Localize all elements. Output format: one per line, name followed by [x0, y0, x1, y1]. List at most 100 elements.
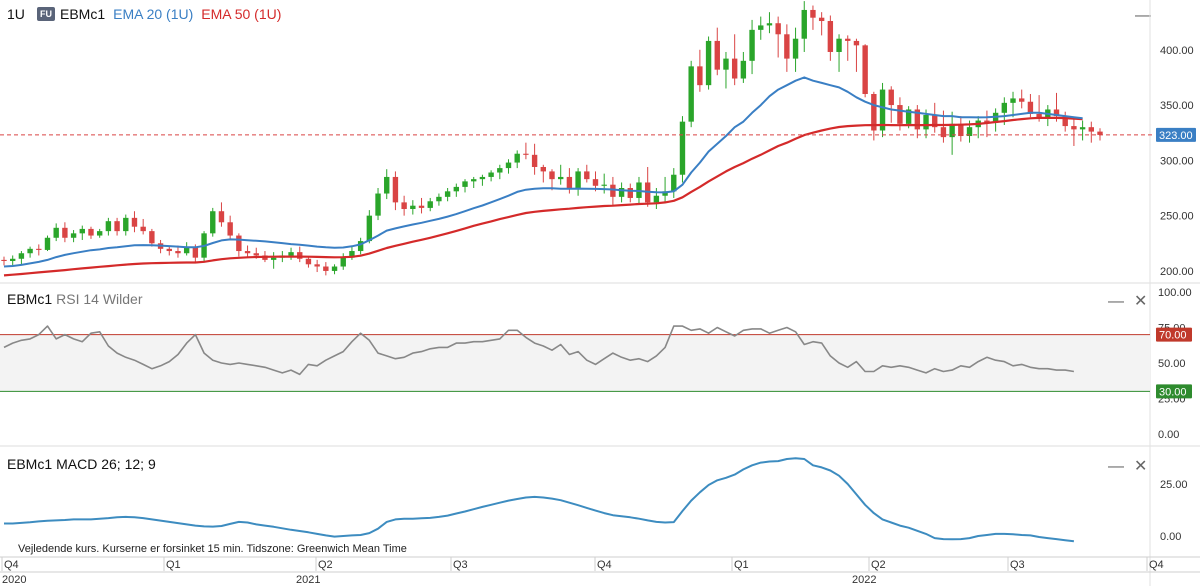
- candle: [410, 205, 416, 210]
- candle: [897, 105, 903, 124]
- candle: [940, 127, 947, 138]
- candle: [96, 231, 103, 236]
- candle: [314, 264, 320, 267]
- candle: [662, 191, 668, 196]
- rsi-level-tag-label: 70.00: [1159, 330, 1187, 342]
- candle: [253, 253, 259, 256]
- candle: [1079, 127, 1086, 130]
- symbol-label[interactable]: EBMc1: [60, 6, 106, 22]
- macd-symbol: EBMc1: [7, 456, 53, 472]
- candle: [749, 29, 755, 61]
- price-y-tick: 400.00: [1160, 45, 1194, 57]
- candle: [601, 184, 607, 186]
- price-y-tick: 350.00: [1160, 100, 1194, 112]
- candle: [297, 252, 303, 259]
- macd-close-icon[interactable]: ✕: [1134, 458, 1148, 475]
- price-y-tick: 250.00: [1160, 211, 1194, 223]
- candle: [140, 226, 146, 232]
- candle: [845, 38, 851, 41]
- candle: [627, 188, 633, 198]
- rsi-y-tick: 100.00: [1158, 287, 1192, 299]
- candle: [792, 38, 799, 59]
- ema20-line: [3, 76, 1083, 268]
- candle: [114, 221, 120, 232]
- x-quarter-label: Q3: [1010, 559, 1025, 571]
- candle: [549, 171, 555, 180]
- candle: [1010, 98, 1016, 103]
- candle: [914, 109, 921, 130]
- candle: [514, 153, 520, 163]
- candle: [471, 179, 477, 182]
- rsi-y-tick: 50.00: [1158, 358, 1186, 370]
- candle: [1027, 101, 1034, 114]
- candle: [523, 153, 529, 155]
- candle: [1071, 126, 1077, 130]
- candle: [1019, 98, 1025, 102]
- candle: [244, 251, 251, 254]
- x-quarter-label: Q4: [597, 559, 612, 571]
- candle: [1053, 109, 1060, 117]
- candle: [714, 40, 720, 70]
- candle: [270, 257, 277, 260]
- rsi-minimize-icon[interactable]: —: [1108, 293, 1124, 310]
- candle: [488, 172, 494, 177]
- candle: [758, 25, 764, 30]
- candle: [775, 23, 781, 35]
- candle: [331, 266, 338, 271]
- candle: [418, 205, 425, 208]
- last-price-tag: [1156, 127, 1196, 142]
- macd-minimize-icon[interactable]: —: [1108, 458, 1124, 475]
- candle: [810, 9, 816, 18]
- candle: [679, 121, 686, 175]
- candle: [79, 228, 85, 234]
- candle: [966, 127, 973, 137]
- ema50-line: [3, 116, 1083, 277]
- candle: [540, 166, 546, 172]
- candle: [479, 176, 486, 180]
- candle: [784, 34, 790, 59]
- x-quarter-label: Q4: [4, 559, 19, 571]
- candle: [836, 38, 842, 52]
- rsi-band: [0, 334, 1150, 392]
- x-quarter-label: Q2: [318, 559, 333, 571]
- rsi-close-icon[interactable]: ✕: [1134, 293, 1148, 310]
- ema50-legend[interactable]: EMA 50 (1U): [201, 6, 282, 22]
- candle: [531, 154, 538, 167]
- price-y-tick: 300.00: [1160, 155, 1194, 167]
- candle: [27, 248, 33, 254]
- candle: [1, 259, 7, 261]
- rsi-subtitle: RSI 14 Wilder: [56, 291, 143, 307]
- rsi-line: [3, 325, 1075, 376]
- futures-badge: FU: [37, 7, 55, 21]
- candle: [401, 202, 407, 210]
- candle: [366, 215, 373, 242]
- candle: [462, 181, 468, 187]
- candle: [44, 237, 51, 250]
- candle: [183, 246, 190, 254]
- candle: [879, 89, 886, 131]
- candle: [340, 257, 346, 267]
- ema20-legend[interactable]: EMA 20 (1U): [113, 6, 194, 22]
- candle: [131, 217, 138, 227]
- candle: [192, 246, 199, 258]
- candle: [862, 45, 868, 94]
- macd-subtitle: MACD 26; 12; 9: [56, 456, 156, 472]
- x-year-label: 2021: [296, 574, 320, 586]
- candle: [218, 211, 225, 223]
- candle: [236, 235, 242, 252]
- candle: [1097, 131, 1103, 135]
- candle: [427, 201, 433, 208]
- price-y-tick: 200.00: [1160, 266, 1194, 278]
- x-quarter-label: Q3: [453, 559, 468, 571]
- candle: [766, 23, 773, 26]
- candle: [558, 176, 564, 180]
- candle: [592, 179, 599, 186]
- rsi-panel-title: EBMc1 RSI 14 Wilder: [7, 291, 142, 307]
- price-panel-minimize-icon[interactable]: —: [1135, 7, 1151, 24]
- timeframe-label[interactable]: 1U: [7, 6, 25, 22]
- candle: [1036, 113, 1042, 118]
- candle: [227, 222, 233, 236]
- candle: [932, 115, 938, 128]
- candle: [123, 217, 129, 232]
